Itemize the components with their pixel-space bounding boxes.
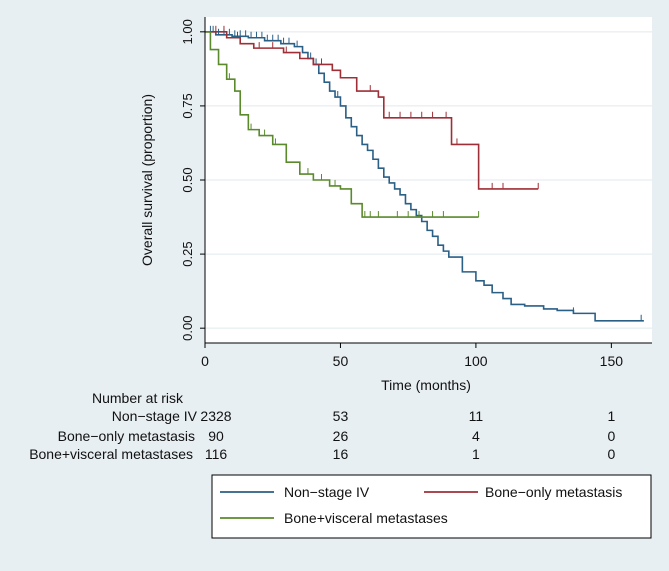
survival-curves [205, 31, 644, 322]
x-axis-title: Time (months) [381, 377, 471, 393]
risk-count: 0 [607, 428, 615, 444]
risk-table-header: Number at risk [92, 390, 184, 406]
risk-row-label: Bone−only metastasis [58, 428, 195, 444]
risk-count: 11 [469, 408, 484, 424]
y-axis-title: Overall survival (proportion) [139, 94, 155, 266]
survival-curve-2 [205, 31, 479, 218]
x-tick-label: 0 [201, 353, 209, 369]
risk-count: 116 [205, 446, 228, 462]
y-tick-label: 0.25 [180, 241, 195, 266]
y-tick-label: 0.75 [180, 93, 195, 118]
x-tick-label: 150 [600, 353, 624, 369]
risk-count: 16 [333, 446, 349, 462]
x-tick-label: 100 [464, 353, 488, 369]
legend-label-bone-visceral: Bone+visceral metastases [284, 510, 448, 526]
legend-box [211, 474, 652, 539]
y-tick-label: 1.00 [180, 19, 195, 44]
legend-label-non-stage-iv: Non−stage IV [284, 484, 370, 500]
y-axis-ticks: 0.00 0.25 0.50 0.75 1.00 [180, 19, 205, 341]
risk-count: 1 [607, 408, 615, 424]
survival-curve-0 [205, 31, 644, 322]
risk-count: 2328 [200, 408, 231, 424]
risk-count: 26 [333, 428, 349, 444]
risk-count: 0 [607, 446, 615, 462]
legend: Non−stage IV Bone−only metastasis Bone+v… [211, 474, 652, 539]
y-tick-label: 0.00 [180, 316, 195, 341]
risk-count: 1 [472, 446, 480, 462]
survival-curve-1 [205, 31, 539, 190]
risk-row-label: Non−stage IV [112, 408, 198, 424]
risk-count: 90 [208, 428, 224, 444]
legend-label-bone-only: Bone−only metastasis [485, 484, 622, 500]
risk-count: 53 [333, 408, 349, 424]
y-tick-label: 0.50 [180, 167, 195, 192]
risk-count: 4 [472, 428, 480, 444]
censor-marks [209, 25, 642, 321]
x-axis-ticks: 0 50 100 150 [201, 343, 623, 369]
risk-row-label: Bone+visceral metastases [29, 446, 193, 462]
grid-lines [205, 31, 652, 329]
x-tick-label: 50 [333, 353, 349, 369]
